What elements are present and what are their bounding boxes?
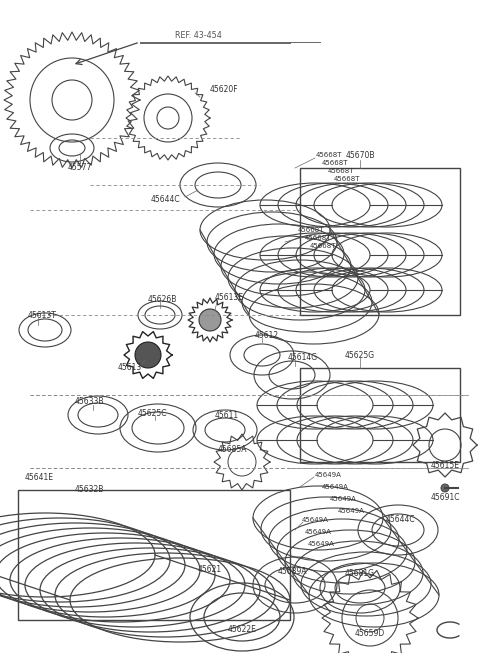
Text: 45649A: 45649A bbox=[305, 529, 332, 535]
Text: 45659D: 45659D bbox=[355, 628, 385, 637]
Text: REF. 43-454: REF. 43-454 bbox=[175, 31, 222, 39]
Text: 45622E: 45622E bbox=[228, 626, 256, 635]
Text: 45668T: 45668T bbox=[310, 243, 336, 249]
Text: 45649A: 45649A bbox=[330, 496, 357, 502]
Text: 45612: 45612 bbox=[255, 330, 279, 340]
Text: 45668T: 45668T bbox=[322, 160, 348, 166]
Text: 45668T: 45668T bbox=[316, 152, 343, 158]
Text: 45611: 45611 bbox=[215, 411, 239, 419]
Text: 45668T: 45668T bbox=[298, 227, 324, 233]
Text: 45689A: 45689A bbox=[278, 567, 308, 577]
Text: 45644C: 45644C bbox=[150, 195, 180, 204]
Text: 45691C: 45691C bbox=[430, 494, 460, 503]
Circle shape bbox=[135, 342, 161, 368]
Text: 45620F: 45620F bbox=[210, 86, 239, 95]
Text: 45577: 45577 bbox=[68, 163, 92, 172]
Text: 45614G: 45614G bbox=[288, 353, 318, 362]
Text: 45632B: 45632B bbox=[75, 485, 104, 494]
Text: 45613E: 45613E bbox=[215, 293, 244, 302]
Text: 45668T: 45668T bbox=[305, 235, 332, 241]
Text: 45685A: 45685A bbox=[218, 445, 248, 454]
Text: 45649A: 45649A bbox=[315, 472, 342, 478]
Text: 45621: 45621 bbox=[198, 565, 222, 575]
Circle shape bbox=[199, 309, 221, 331]
Text: 45626B: 45626B bbox=[148, 296, 178, 304]
Text: 45649A: 45649A bbox=[302, 517, 329, 523]
Circle shape bbox=[441, 484, 449, 492]
Text: 45681G: 45681G bbox=[345, 569, 375, 579]
Text: 45668T: 45668T bbox=[334, 176, 360, 182]
Text: 45615E: 45615E bbox=[431, 460, 459, 470]
Text: 45644C: 45644C bbox=[385, 515, 415, 524]
Text: 45613T: 45613T bbox=[28, 310, 57, 319]
Text: 45649A: 45649A bbox=[338, 508, 365, 514]
Text: 45613: 45613 bbox=[118, 364, 142, 372]
Text: 45625G: 45625G bbox=[345, 351, 375, 360]
Text: 45633B: 45633B bbox=[75, 398, 105, 407]
Text: 45649A: 45649A bbox=[308, 541, 335, 547]
Text: 45641E: 45641E bbox=[25, 473, 54, 483]
Text: 45649A: 45649A bbox=[322, 484, 349, 490]
Text: 45625C: 45625C bbox=[138, 409, 168, 419]
Text: 45668T: 45668T bbox=[328, 168, 355, 174]
Text: 45670B: 45670B bbox=[345, 150, 375, 159]
